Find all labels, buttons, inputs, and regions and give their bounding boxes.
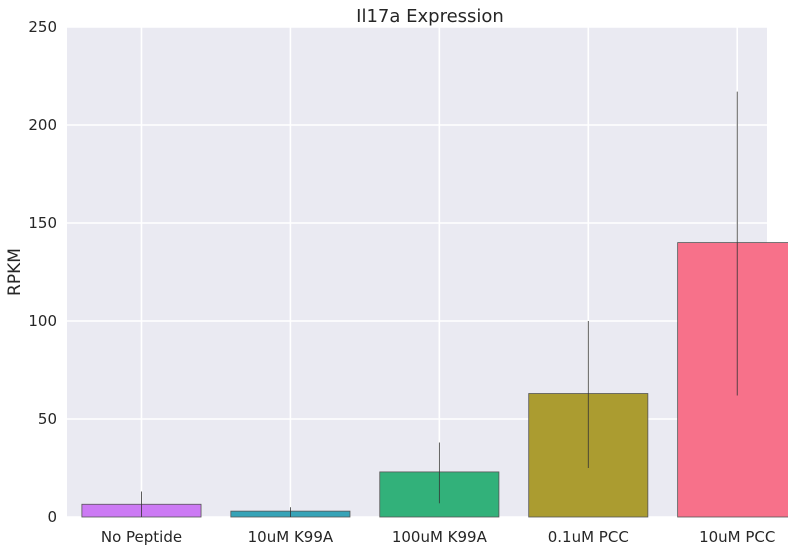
y-tick-label: 0 [47,508,57,526]
y-tick-label: 250 [28,18,57,36]
x-tick-label: 0.1uM PCC [548,528,629,546]
y-axis-label: RPKM [5,248,25,296]
y-tick-label: 50 [38,410,57,428]
error-bars [141,91,738,517]
chart-title: Il17a Expression [356,6,504,27]
y-tick-label: 200 [28,116,57,134]
x-tick-label: 10uM PCC [699,528,775,546]
x-tick-label: No Peptide [101,528,182,546]
y-tick-label: 150 [28,214,57,232]
x-tick-label: 10uM K99A [248,528,334,546]
plot-background [67,27,767,517]
x-axis-ticks: No Peptide 10uM K99A 100uM K99A 0.1uM PCC 10… [101,528,776,546]
bar [677,242,788,518]
y-axis-ticks: 0 50 100 150 200 250 [28,18,57,526]
y-tick-label: 100 [28,312,57,330]
x-tick-label: 100uM K99A [392,528,488,546]
